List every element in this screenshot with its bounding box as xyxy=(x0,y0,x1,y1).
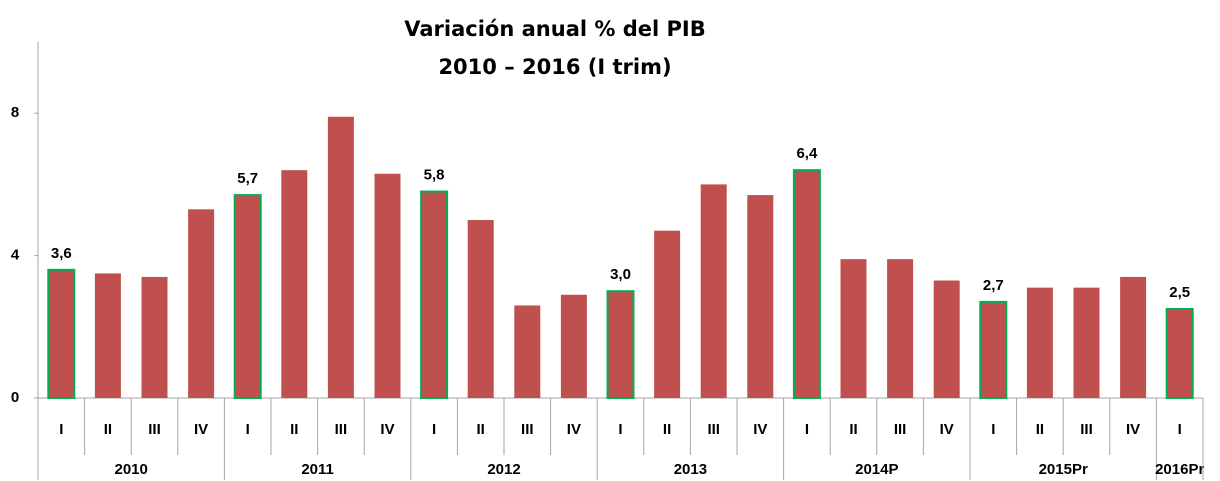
data-label: 2,7 xyxy=(983,277,1004,294)
x-tick-label: II xyxy=(477,421,485,438)
x-tick-label: IV xyxy=(567,421,581,438)
bar xyxy=(1120,276,1147,398)
x-tick-label: IV xyxy=(380,421,394,438)
x-tick-label: II xyxy=(663,421,671,438)
group-label: 2012 xyxy=(487,461,520,478)
group-label: 2013 xyxy=(674,461,707,478)
bar xyxy=(792,169,821,399)
bar xyxy=(47,268,76,399)
x-tick-label: III xyxy=(707,421,720,438)
x-tick-label: IV xyxy=(940,421,954,438)
x-tick-label: III xyxy=(335,421,348,438)
data-label: 2,5 xyxy=(1169,284,1190,301)
group-label: 2014P xyxy=(855,461,898,478)
group-label: 2015Pr xyxy=(1039,461,1088,478)
x-tick-label: II xyxy=(1036,421,1044,438)
bar xyxy=(141,276,168,398)
bar xyxy=(281,170,308,398)
x-tick-label: I xyxy=(432,421,436,438)
x-tick-label: III xyxy=(521,421,534,438)
x-tick-label: III xyxy=(1080,421,1093,438)
x-tick-label: III xyxy=(148,421,161,438)
chart-subtitle: 2010 – 2016 (I trim) xyxy=(438,55,671,79)
x-tick-label: II xyxy=(104,421,112,438)
bar xyxy=(1073,287,1100,398)
bar xyxy=(514,305,541,398)
bar xyxy=(1026,287,1053,398)
x-tick-label: I xyxy=(991,421,995,438)
x-tick-label: I xyxy=(59,421,63,438)
x-tick-label: II xyxy=(849,421,857,438)
bar xyxy=(560,294,587,398)
x-tick-label: IV xyxy=(194,421,208,438)
bar xyxy=(327,116,354,398)
y-tick-label: 4 xyxy=(11,247,20,264)
data-label: 3,6 xyxy=(51,245,72,262)
x-tick-label: I xyxy=(246,421,250,438)
bar xyxy=(1165,308,1194,399)
data-label: 6,4 xyxy=(796,145,818,162)
bar xyxy=(654,230,681,398)
bar xyxy=(933,280,960,398)
data-label: 5,7 xyxy=(237,170,258,187)
bar xyxy=(887,259,914,398)
bar xyxy=(233,194,262,399)
data-label: 3,0 xyxy=(610,266,631,283)
bar xyxy=(188,209,215,398)
y-tick-label: 8 xyxy=(11,104,19,121)
x-tick-label: I xyxy=(618,421,622,438)
x-tick-label: II xyxy=(290,421,298,438)
bar xyxy=(747,195,774,398)
x-tick-label: III xyxy=(894,421,907,438)
y-tick-label: 0 xyxy=(11,389,19,406)
chart-title: Variación anual % del PIB xyxy=(404,17,705,41)
bar xyxy=(374,173,401,398)
bar xyxy=(467,220,494,398)
x-tick-label: I xyxy=(1178,421,1182,438)
group-label: 2016Pr xyxy=(1155,461,1204,478)
bar xyxy=(606,290,635,400)
x-tick-label: IV xyxy=(1126,421,1140,438)
group-label: 2011 xyxy=(301,461,334,478)
data-label: 5,8 xyxy=(424,166,445,183)
bar xyxy=(840,259,867,398)
bar xyxy=(979,300,1008,400)
bar xyxy=(420,190,449,399)
x-tick-label: I xyxy=(805,421,809,438)
group-label: 2010 xyxy=(115,461,148,478)
bar xyxy=(700,184,727,398)
bar xyxy=(94,273,121,398)
x-tick-label: IV xyxy=(753,421,767,438)
